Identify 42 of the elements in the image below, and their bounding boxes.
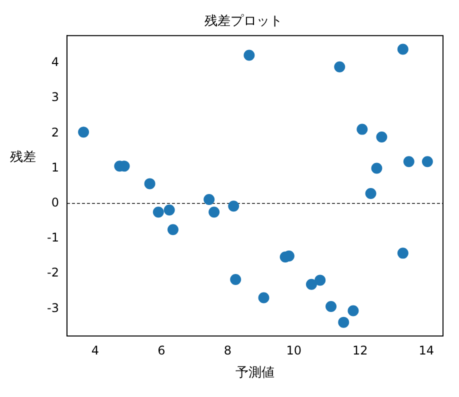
y-tick-label: 2 bbox=[51, 125, 59, 140]
point bbox=[164, 204, 175, 216]
point bbox=[306, 278, 317, 290]
y-tick-label: 0 bbox=[51, 195, 59, 210]
x-tick-label: 8 bbox=[224, 343, 232, 358]
y-axis-title: 残差 bbox=[10, 150, 36, 166]
x-axis-title: 予測値 bbox=[235, 366, 274, 381]
y-tick-label: -1 bbox=[46, 230, 59, 245]
point bbox=[167, 224, 178, 236]
point bbox=[376, 132, 388, 143]
point bbox=[144, 178, 156, 190]
point bbox=[230, 274, 242, 285]
y-tick-label: 3 bbox=[51, 90, 59, 104]
x-tick-label: 4 bbox=[91, 343, 99, 358]
y-tick-label: -2 bbox=[46, 266, 59, 280]
point bbox=[371, 162, 382, 174]
point bbox=[152, 206, 164, 218]
point bbox=[365, 188, 376, 200]
x-tick-label: 6 bbox=[158, 343, 166, 358]
point bbox=[244, 50, 255, 61]
x-tick-label: 12 bbox=[352, 343, 368, 358]
x-tick-label: 10 bbox=[286, 343, 302, 358]
point bbox=[334, 61, 346, 72]
point bbox=[228, 200, 240, 212]
point bbox=[348, 305, 359, 316]
point bbox=[397, 248, 408, 259]
point bbox=[326, 301, 337, 312]
chart-title: 残差プロット bbox=[204, 14, 282, 30]
point bbox=[258, 292, 270, 304]
point bbox=[422, 156, 433, 168]
point bbox=[314, 274, 326, 286]
point bbox=[403, 156, 414, 168]
point bbox=[78, 126, 90, 138]
point bbox=[208, 206, 220, 218]
y-tick-label: -3 bbox=[46, 300, 59, 315]
y-tick-label: 1 bbox=[51, 160, 59, 174]
point bbox=[397, 44, 408, 55]
x-tick-label: 14 bbox=[418, 343, 434, 358]
y-tick-label: 4 bbox=[51, 55, 59, 70]
point bbox=[338, 316, 350, 328]
point bbox=[204, 194, 215, 205]
point bbox=[356, 124, 368, 135]
